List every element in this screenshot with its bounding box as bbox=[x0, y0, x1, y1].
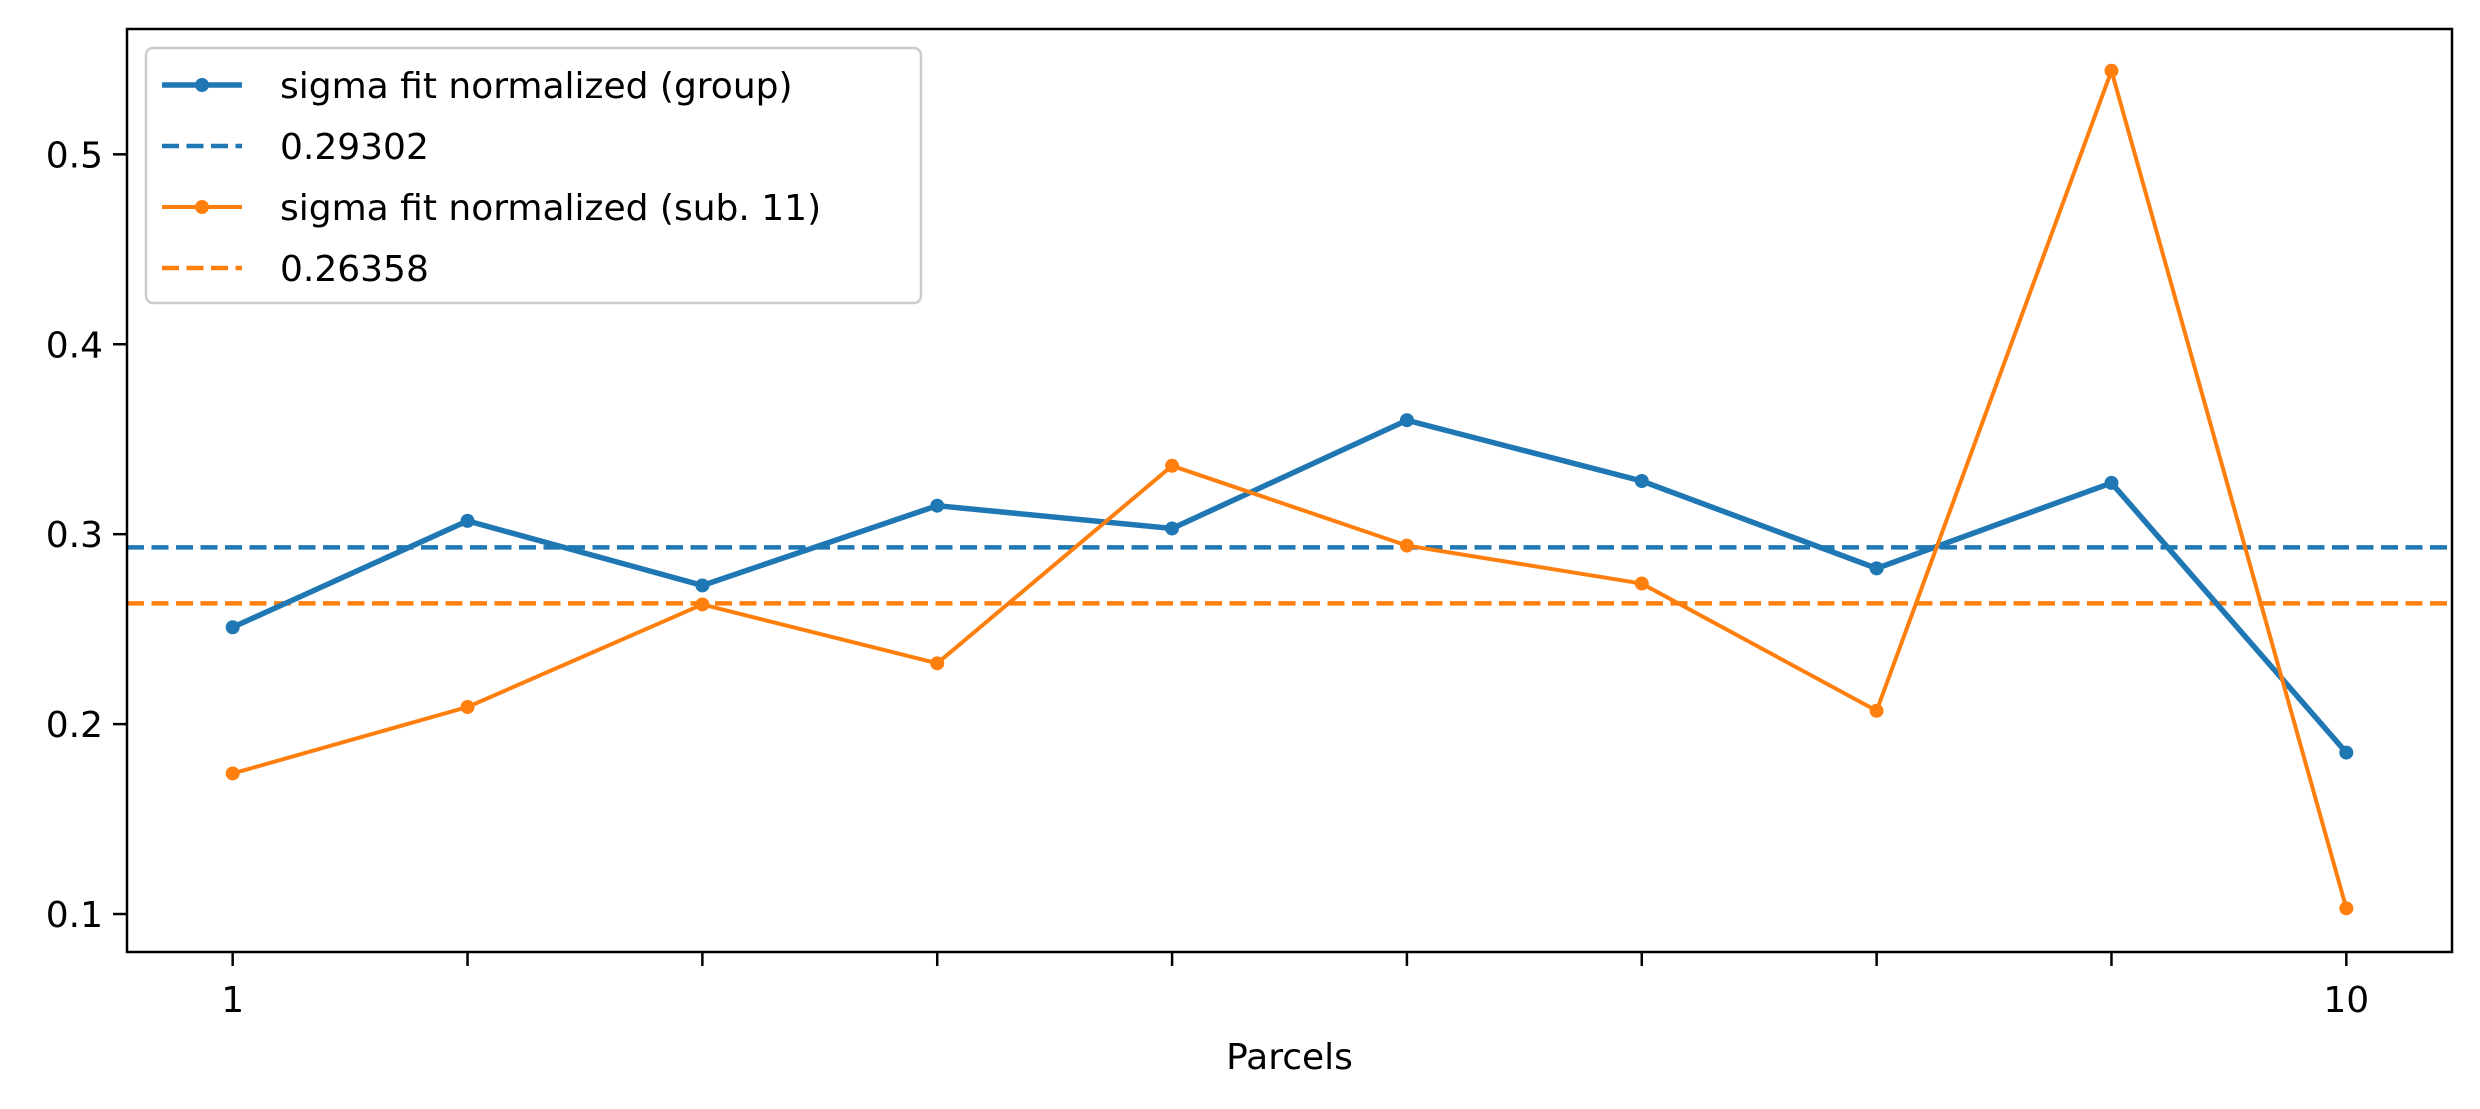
data-point bbox=[1399, 413, 1414, 428]
data-point bbox=[460, 700, 475, 715]
plot-frame bbox=[125, 27, 2454, 954]
y-tick-label: 0.5 bbox=[46, 135, 103, 176]
legend-label: sigma fit normalized (group) bbox=[280, 66, 793, 107]
data-point bbox=[2339, 901, 2354, 916]
y-tick-label: 0.4 bbox=[46, 325, 103, 366]
data-point bbox=[1165, 458, 1180, 473]
y-tick-label: 0.1 bbox=[46, 895, 103, 936]
series-line-1 bbox=[232, 68, 2349, 909]
legend-label: sigma fit normalized (sub. 11) bbox=[280, 188, 821, 229]
data-point bbox=[1634, 474, 1649, 489]
x-axis-label: Parcels bbox=[1226, 1037, 1353, 1078]
data-series bbox=[225, 63, 2354, 916]
data-point bbox=[930, 498, 945, 513]
legend-entry: sigma fit normalized (group) bbox=[162, 66, 793, 107]
legend-marker bbox=[195, 78, 209, 92]
reference-lines bbox=[127, 545, 2452, 606]
legend-entry: sigma fit normalized (sub. 11) bbox=[162, 188, 821, 229]
data-point bbox=[1634, 576, 1649, 591]
legend-entry: 0.29302 bbox=[162, 127, 429, 168]
data-point bbox=[225, 620, 240, 635]
data-point bbox=[1869, 561, 1884, 576]
data-point bbox=[1399, 538, 1414, 553]
legend-label: 0.29302 bbox=[280, 127, 429, 168]
x-tick-label: 1 bbox=[221, 980, 244, 1021]
data-point bbox=[460, 513, 475, 528]
data-point bbox=[2104, 475, 2119, 490]
data-point bbox=[1869, 703, 1884, 718]
data-point bbox=[695, 597, 710, 612]
legend-label: 0.26358 bbox=[280, 249, 429, 290]
data-point bbox=[1165, 521, 1180, 536]
x-tick-label: 10 bbox=[2323, 980, 2369, 1021]
series-line-0 bbox=[231, 417, 2349, 755]
y-axis: 0.1 0.2 0.3 0.4 0.5 bbox=[46, 135, 127, 936]
y-tick-label: 0.3 bbox=[46, 515, 103, 556]
data-point bbox=[2104, 63, 2119, 78]
legend-marker bbox=[195, 200, 209, 214]
data-point bbox=[695, 578, 710, 593]
data-point bbox=[2339, 745, 2354, 760]
x-axis: 1 10 bbox=[221, 952, 2369, 1021]
legend-box bbox=[144, 46, 923, 305]
data-point bbox=[225, 766, 240, 781]
legend: sigma fit normalized (group) 0.29302 sigma… bbox=[144, 46, 923, 305]
legend-entry: 0.26358 bbox=[162, 249, 429, 290]
y-tick-label: 0.2 bbox=[46, 705, 103, 746]
data-point bbox=[930, 656, 945, 671]
